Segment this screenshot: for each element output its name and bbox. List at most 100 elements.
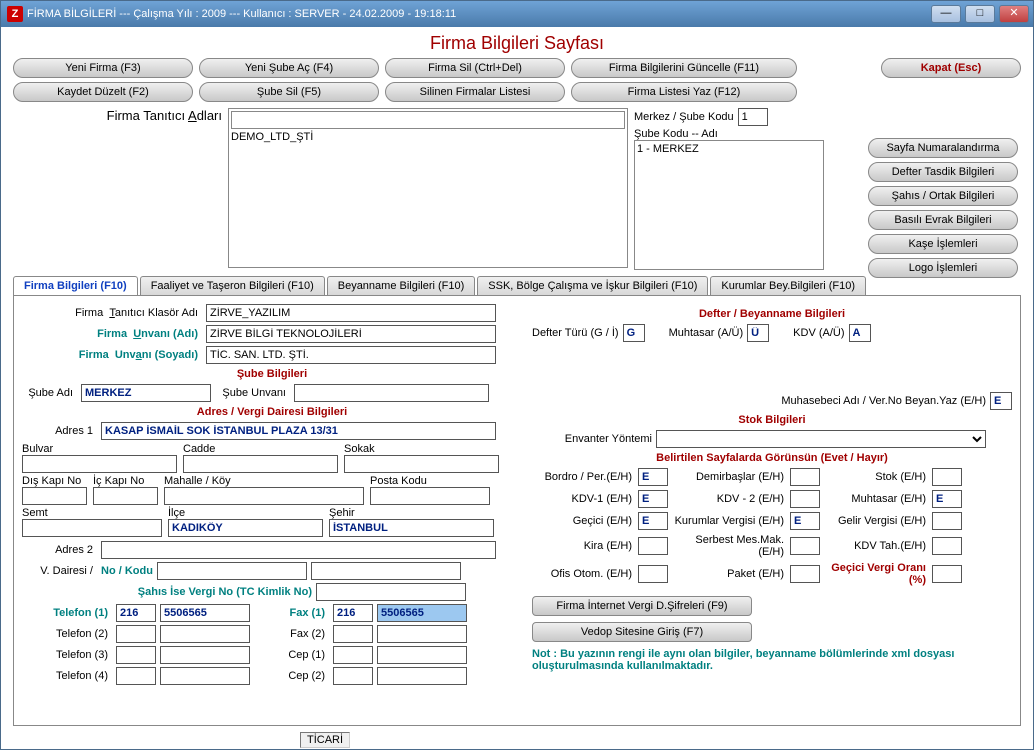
vno-input[interactable] (311, 562, 461, 580)
kurumlar-label: Kurumlar Vergisi (E/H) (674, 515, 784, 527)
tel3a-input[interactable] (116, 646, 156, 664)
tel3b-input[interactable] (160, 646, 250, 664)
serbest-label: Serbest Mes.Mak. (E/H) (674, 534, 784, 558)
paket-label: Paket (E/H) (674, 568, 784, 580)
sube-unvani-input[interactable] (294, 384, 489, 402)
sehir-input[interactable] (329, 519, 494, 537)
tel4b-input[interactable] (160, 667, 250, 685)
ofis-input[interactable] (638, 565, 668, 583)
cep1b-input[interactable] (377, 646, 467, 664)
tel4a-input[interactable] (116, 667, 156, 685)
kdv-input[interactable] (849, 324, 871, 342)
cep1a-input[interactable] (333, 646, 373, 664)
page-title: Firma Bilgileri Sayfası (13, 33, 1021, 54)
tab-ssk[interactable]: SSK, Bölge Çalışma ve İşkur Bilgileri (F… (477, 276, 708, 295)
cadde-label: Cadde (183, 443, 338, 455)
sube-list-item[interactable]: 1 - MERKEZ (637, 143, 821, 155)
kapat-button[interactable]: Kapat (Esc) (881, 58, 1021, 78)
tel1a-input[interactable] (116, 604, 156, 622)
mahalle-label: Mahalle / Köy (164, 475, 364, 487)
kase-button[interactable]: Kaşe İşlemleri (868, 234, 1018, 254)
paket-input[interactable] (790, 565, 820, 583)
muhtasar-input[interactable] (747, 324, 769, 342)
sahis-ortak-button[interactable]: Şahıs / Ortak Bilgileri (868, 186, 1018, 206)
tel2b-input[interactable] (160, 625, 250, 643)
klasor-input[interactable] (206, 304, 496, 322)
tab-kurumlar[interactable]: Kurumlar Bey.Bilgileri (F10) (710, 276, 866, 295)
logo-button[interactable]: Logo İşlemleri (868, 258, 1018, 278)
bulvar-input[interactable] (22, 455, 177, 473)
bordro-input[interactable] (638, 468, 668, 486)
ickapi-input[interactable] (93, 487, 158, 505)
fax2b-input[interactable] (377, 625, 467, 643)
kdv2-label: KDV - 2 (E/H) (674, 493, 784, 505)
unvan-adi-input[interactable] (206, 325, 496, 343)
kdv1-input[interactable] (638, 490, 668, 508)
muht-input[interactable] (932, 490, 962, 508)
liste-yaz-button[interactable]: Firma Listesi Yaz (F12) (571, 82, 797, 102)
silinen-button[interactable]: Silinen Firmalar Listesi (385, 82, 565, 102)
kurumlar-input[interactable] (790, 512, 820, 530)
tel1b-input[interactable] (160, 604, 250, 622)
vedop-button[interactable]: Vedop Sitesine Giriş (F7) (532, 622, 752, 642)
tel4-label: Telefon (4) (22, 670, 112, 682)
tab-firma-bilgileri[interactable]: Firma Bilgileri (F10) (13, 276, 138, 295)
tab-faaliyet[interactable]: Faaliyet ve Taşeron Bilgileri (F10) (140, 276, 325, 295)
diskapi-input[interactable] (22, 487, 87, 505)
stok-input[interactable] (932, 468, 962, 486)
titlebar: Z FİRMA BİLGİLERİ --- Çalışma Yılı : 200… (1, 1, 1033, 27)
sahis-input[interactable] (316, 583, 466, 601)
sube-sil-button[interactable]: Şube Sil (F5) (199, 82, 379, 102)
adres2-input[interactable] (101, 541, 496, 559)
demirbas-input[interactable] (790, 468, 820, 486)
kdv2-input[interactable] (790, 490, 820, 508)
window-title: FİRMA BİLGİLERİ --- Çalışma Yılı : 2009 … (27, 8, 931, 20)
tel2a-input[interactable] (116, 625, 156, 643)
firma-search-input[interactable] (231, 111, 625, 129)
mahalle-input[interactable] (164, 487, 364, 505)
firma-sil-button[interactable]: Firma Sil (Ctrl+Del) (385, 58, 565, 78)
serbest-input[interactable] (790, 537, 820, 555)
kdvtah-input[interactable] (932, 537, 962, 555)
kaydet-button[interactable]: Kaydet Düzelt (F2) (13, 82, 193, 102)
firma-list-item[interactable]: DEMO_LTD_ŞTİ (231, 131, 625, 143)
unvan-soy-input[interactable] (206, 346, 496, 364)
yeni-sube-button[interactable]: Yeni Şube Aç (F4) (199, 58, 379, 78)
ilce-input[interactable] (168, 519, 323, 537)
adres1-input[interactable] (101, 422, 496, 440)
fax1a-input[interactable] (333, 604, 373, 622)
gecici-oran-input[interactable] (932, 565, 962, 583)
gecici-input[interactable] (638, 512, 668, 530)
maximize-button[interactable]: □ (965, 5, 995, 23)
gelir-input[interactable] (932, 512, 962, 530)
firma-listbox[interactable]: DEMO_LTD_ŞTİ (228, 108, 628, 268)
tab-beyanname[interactable]: Beyanname Bilgileri (F10) (327, 276, 476, 295)
fax2a-input[interactable] (333, 625, 373, 643)
vdaire-input[interactable] (157, 562, 307, 580)
stok-label: Stok (E/H) (826, 471, 926, 483)
cadde-input[interactable] (183, 455, 338, 473)
vergi-sifre-button[interactable]: Firma İnternet Vergi D.Şifreleri (F9) (532, 596, 752, 616)
kira-input[interactable] (638, 537, 668, 555)
defter-turu-input[interactable] (623, 324, 645, 342)
yeni-firma-button[interactable]: Yeni Firma (F3) (13, 58, 193, 78)
cep2a-input[interactable] (333, 667, 373, 685)
cep2b-input[interactable] (377, 667, 467, 685)
vdaire-label: V. Dairesi / (22, 565, 97, 577)
posta-input[interactable] (370, 487, 490, 505)
close-button[interactable]: ✕ (999, 5, 1029, 23)
sayfa-num-button[interactable]: Sayfa Numaralandırma (868, 138, 1018, 158)
sube-listbox[interactable]: 1 - MERKEZ (634, 140, 824, 270)
sokak-input[interactable] (344, 455, 499, 473)
fax1b-input[interactable] (377, 604, 467, 622)
envanter-select[interactable] (656, 430, 986, 448)
semt-input[interactable] (22, 519, 162, 537)
merkez-input[interactable] (738, 108, 768, 126)
sube-adi-input[interactable] (81, 384, 211, 402)
muhasebeci-input[interactable] (990, 392, 1012, 410)
basili-evrak-button[interactable]: Basılı Evrak Bilgileri (868, 210, 1018, 230)
minimize-button[interactable]: — (931, 5, 961, 23)
guncelle-button[interactable]: Firma Bilgilerini Güncelle (F11) (571, 58, 797, 78)
defter-tasdik-button[interactable]: Defter Tasdik Bilgileri (868, 162, 1018, 182)
kdvtah-label: KDV Tah.(E/H) (826, 540, 926, 552)
